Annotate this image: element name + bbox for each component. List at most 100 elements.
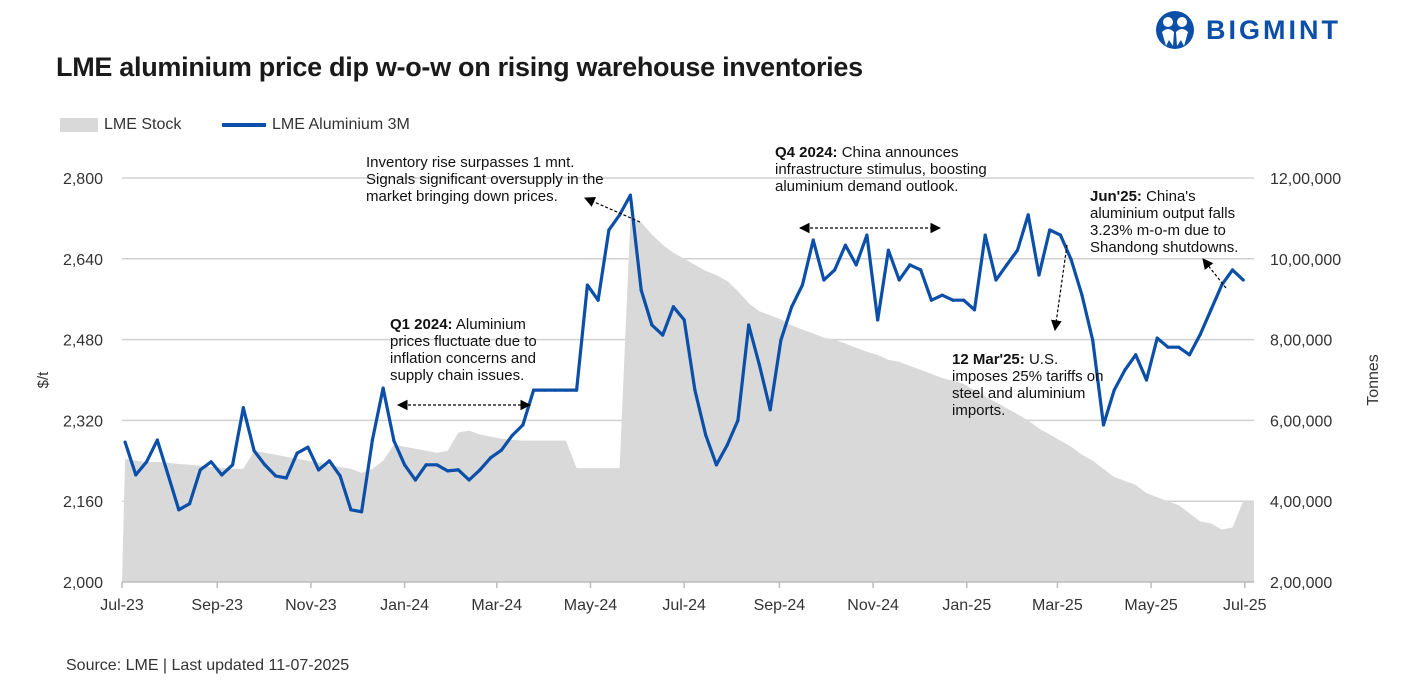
stock-area bbox=[122, 218, 1254, 582]
annotation-q4-2024: Q4 2024: China announces infrastructure … bbox=[775, 144, 987, 195]
x-tick-label: Mar-24 bbox=[471, 597, 522, 614]
annotation-q1-2024: Q1 2024: Aluminium prices fluctuate due … bbox=[390, 316, 537, 384]
price-point bbox=[800, 283, 805, 287]
annotation-mar-2025: 12 Mar'25: U.S. imposes 25% tariffs on s… bbox=[952, 351, 1104, 419]
price-point bbox=[1155, 336, 1159, 340]
price-point bbox=[693, 388, 697, 392]
price-point bbox=[596, 298, 600, 302]
price-point bbox=[972, 308, 977, 312]
legend-label-stock: LME Stock bbox=[104, 116, 182, 133]
price-point bbox=[327, 459, 331, 463]
x-tick-label: Sep-23 bbox=[191, 597, 243, 614]
price-point bbox=[1209, 308, 1213, 312]
legend-item-stock: LME Stock bbox=[60, 116, 181, 134]
logo-people-icon bbox=[1156, 11, 1194, 49]
legend-item-price: LME Aluminium 3M bbox=[222, 116, 410, 134]
x-tick-label: Mar-25 bbox=[1032, 597, 1083, 614]
price-point bbox=[273, 474, 278, 478]
price-point bbox=[1123, 368, 1127, 372]
price-point bbox=[962, 298, 966, 302]
price-point bbox=[661, 333, 665, 337]
price-point bbox=[843, 243, 848, 247]
y-left-tick-label: 2,000 bbox=[63, 575, 103, 592]
price-point bbox=[252, 449, 256, 453]
x-tick-label: Jul-25 bbox=[1223, 597, 1267, 614]
price-point bbox=[1198, 332, 1202, 337]
price-point bbox=[456, 468, 460, 472]
price-point bbox=[1177, 345, 1181, 349]
price-point bbox=[478, 468, 482, 472]
bigmint-logo: BIGMINT bbox=[1154, 10, 1341, 50]
price-point bbox=[521, 423, 525, 427]
legend-swatch-stock bbox=[60, 118, 98, 132]
price-point bbox=[349, 508, 353, 512]
price-point bbox=[650, 323, 654, 327]
price-point bbox=[144, 460, 149, 464]
price-point bbox=[886, 248, 891, 252]
annotation-jun-2025: Jun'25: China's aluminium output falls 3… bbox=[1090, 188, 1239, 256]
price-point bbox=[940, 293, 944, 297]
logo-text: BIGMINT bbox=[1206, 14, 1341, 45]
price-point bbox=[317, 468, 321, 472]
price-point bbox=[1058, 233, 1063, 237]
price-point bbox=[467, 478, 471, 482]
price-point bbox=[370, 438, 374, 442]
y-right-tick-label: 4,00,000 bbox=[1270, 494, 1332, 511]
price-point bbox=[585, 283, 589, 287]
price-point bbox=[306, 445, 310, 449]
price-point bbox=[865, 233, 869, 237]
price-point bbox=[1005, 263, 1009, 267]
x-tick-label: Jul-23 bbox=[100, 597, 144, 614]
price-point bbox=[1026, 213, 1030, 217]
price-point bbox=[392, 439, 396, 443]
price-point bbox=[747, 323, 751, 327]
y-right-tick-label: 6,00,000 bbox=[1270, 413, 1332, 430]
legend-label-price: LME Aluminium 3M bbox=[272, 116, 410, 133]
price-point bbox=[833, 268, 837, 272]
y-right-tick-label: 8,00,000 bbox=[1270, 333, 1332, 350]
y-right-tick-label: 10,00,000 bbox=[1270, 252, 1341, 269]
price-point bbox=[725, 443, 729, 447]
price-point bbox=[155, 438, 159, 442]
price-point bbox=[1144, 378, 1149, 382]
y-left-tick-label: 2,320 bbox=[63, 413, 103, 430]
price-point bbox=[435, 463, 439, 467]
y-axis-left-label: $/t bbox=[35, 371, 52, 389]
price-point bbox=[499, 448, 503, 452]
price-point bbox=[166, 473, 170, 477]
y-left-tick-label: 2,640 bbox=[63, 252, 103, 269]
price-point bbox=[424, 463, 428, 467]
price-point bbox=[757, 363, 762, 367]
price-point bbox=[338, 474, 342, 478]
y-right-tick-label: 12,00,000 bbox=[1270, 171, 1341, 188]
price-point bbox=[510, 433, 514, 438]
price-point bbox=[263, 463, 267, 467]
price-point bbox=[187, 502, 192, 506]
price-point bbox=[682, 318, 686, 322]
annotation-arrow-mar25 bbox=[1051, 244, 1068, 332]
price-point bbox=[1037, 273, 1041, 277]
x-tick-label: May-24 bbox=[564, 597, 617, 614]
y-left-tick-label: 2,160 bbox=[63, 494, 103, 511]
chart-title: LME aluminium price dip w-o-w on rising … bbox=[56, 52, 863, 82]
price-point bbox=[768, 408, 772, 412]
price-point bbox=[241, 406, 245, 410]
price-point bbox=[564, 388, 568, 392]
y-left-tick-label: 2,480 bbox=[63, 333, 103, 350]
legend-swatch-price bbox=[222, 123, 266, 127]
x-tick-label: Jan-25 bbox=[942, 597, 991, 614]
price-point bbox=[230, 463, 235, 467]
price-point bbox=[736, 418, 740, 422]
price-point bbox=[403, 463, 407, 467]
price-point bbox=[123, 440, 127, 444]
price-point bbox=[1166, 345, 1170, 349]
price-point bbox=[1101, 423, 1106, 427]
price-point bbox=[1048, 228, 1052, 232]
price-point bbox=[489, 456, 493, 460]
price-point bbox=[413, 478, 417, 482]
price-point bbox=[790, 305, 794, 309]
price-point bbox=[220, 473, 224, 477]
price-point bbox=[1230, 268, 1235, 272]
